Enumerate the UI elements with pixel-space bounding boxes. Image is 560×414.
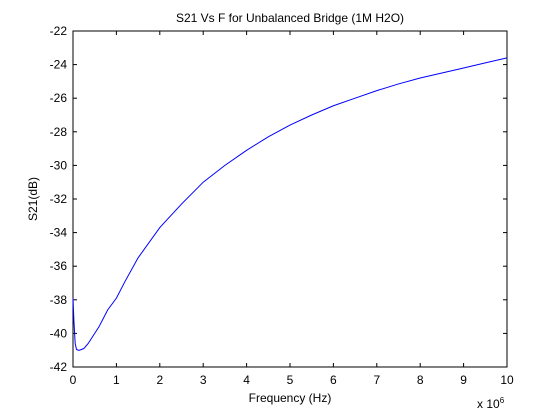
x-axis-label: Frequency (Hz): [249, 391, 332, 405]
x-tick-label: 10: [500, 373, 514, 387]
plot-area: [72, 30, 508, 368]
x-tick-label: 6: [330, 373, 337, 387]
y-tick-label: -24: [50, 58, 68, 72]
y-tick-label: -36: [50, 259, 68, 273]
y-tick-label: -22: [50, 24, 68, 38]
x-tick-label: 5: [287, 373, 294, 387]
y-tick-label: -38: [50, 293, 68, 307]
axis-ticks: [72, 30, 508, 368]
y-tick-label: -40: [50, 326, 68, 340]
x-axis-multiplier-exponent: 6: [500, 396, 505, 405]
x-axis-multiplier-base: x 10: [477, 397, 500, 411]
y-axis-label: S21(dB): [26, 177, 40, 221]
x-tick-label: 0: [70, 373, 77, 387]
y-tick-label: -26: [50, 91, 68, 105]
x-tick-label: 1: [113, 373, 120, 387]
x-tick-label: 8: [417, 373, 424, 387]
x-tick-labels: 0 1 2 3 4 5 6 7 8 9 10: [70, 373, 514, 387]
y-tick-label: -28: [50, 125, 68, 139]
y-tick-label: -32: [50, 192, 68, 206]
x-axis-multiplier: x 106: [477, 396, 505, 411]
y-tick-labels: -42 -40 -38 -36 -34 -32 -30 -28 -26 -24 -22: [50, 24, 68, 374]
x-tick-label: 7: [373, 373, 380, 387]
chart-title: S21 Vs F for Unbalanced Bridge (1M H2O): [176, 11, 404, 25]
y-tick-label: -30: [50, 158, 68, 172]
x-tick-label: 2: [156, 373, 163, 387]
x-tick-label: 4: [243, 373, 250, 387]
y-tick-label: -34: [50, 226, 68, 240]
y-tick-label: -42: [50, 360, 68, 374]
x-tick-label: 3: [200, 373, 207, 387]
series-group: [72, 57, 508, 351]
x-tick-label: 9: [460, 373, 467, 387]
series-line: [72, 57, 508, 351]
